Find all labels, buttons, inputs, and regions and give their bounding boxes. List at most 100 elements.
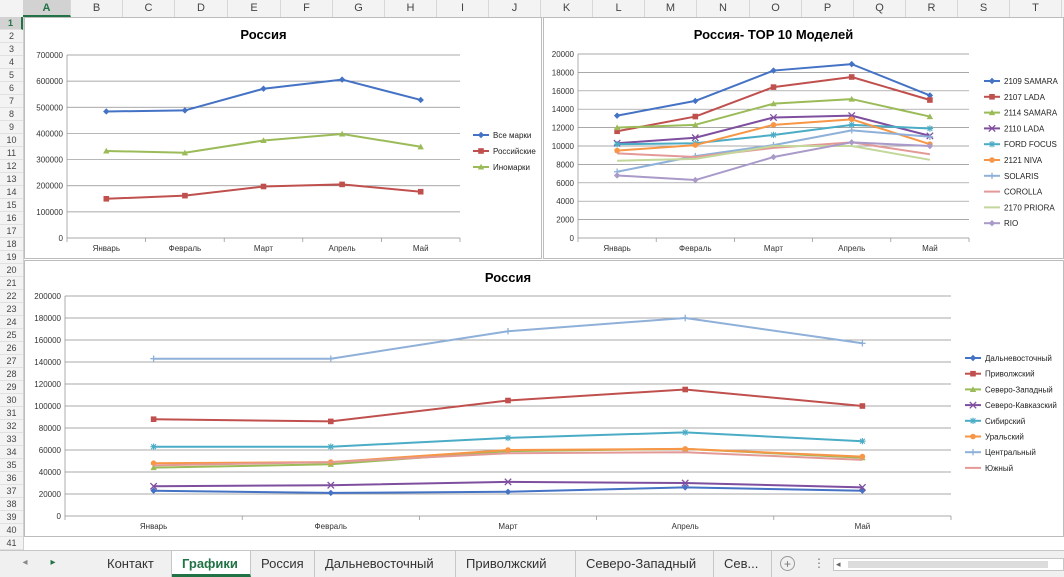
row-header-17[interactable]: 17 bbox=[0, 225, 23, 238]
row-header-26[interactable]: 26 bbox=[0, 342, 23, 355]
row-header-23[interactable]: 23 bbox=[0, 303, 23, 316]
column-header-s[interactable]: S bbox=[958, 0, 1010, 17]
column-header-h[interactable]: H bbox=[385, 0, 437, 17]
data-point bbox=[327, 481, 335, 489]
column-header-q[interactable]: Q bbox=[854, 0, 906, 17]
add-sheet-button[interactable]: + bbox=[780, 556, 795, 571]
column-header-n[interactable]: N bbox=[697, 0, 750, 17]
row-header-1[interactable]: 1 bbox=[0, 17, 23, 30]
column-header-l[interactable]: L bbox=[593, 0, 645, 17]
row-header-11[interactable]: 11 bbox=[0, 147, 23, 160]
chart-russia-regions[interactable]: Россия 0 20000 40000 60000 80000 100000 120000 1… bbox=[24, 260, 1064, 537]
row-header-5[interactable]: 5 bbox=[0, 69, 23, 82]
column-header-j[interactable]: J bbox=[489, 0, 541, 17]
row-header-37[interactable]: 37 bbox=[0, 485, 23, 498]
row-header-16[interactable]: 16 bbox=[0, 212, 23, 225]
scroll-left-icon[interactable]: ◂ bbox=[836, 559, 841, 569]
row-header-10[interactable]: 10 bbox=[0, 134, 23, 147]
worksheet-grid[interactable]: Россия 0 100000 200000 300000 400000 500000 600… bbox=[23, 17, 1064, 550]
data-point bbox=[848, 121, 855, 129]
row-header-8[interactable]: 8 bbox=[0, 108, 23, 121]
column-header-o[interactable]: O bbox=[750, 0, 802, 17]
row-header-32[interactable]: 32 bbox=[0, 420, 23, 433]
next-sheet-button[interactable]: ▸ bbox=[50, 557, 56, 568]
x-tick-label: Март bbox=[498, 522, 517, 531]
column-header-f[interactable]: F bbox=[281, 0, 333, 17]
sheet-tab-6[interactable]: Сев... bbox=[714, 551, 772, 577]
chart-russia-brands[interactable]: Россия 0 100000 200000 300000 400000 500000 600… bbox=[24, 17, 542, 259]
column-header-m[interactable]: M bbox=[645, 0, 697, 17]
row-header-30[interactable]: 30 bbox=[0, 394, 23, 407]
series-line bbox=[106, 78, 421, 113]
row-header-31[interactable]: 31 bbox=[0, 407, 23, 420]
data-point bbox=[150, 416, 157, 422]
sheet-tab-3[interactable]: Дальневосточный bbox=[315, 551, 456, 577]
row-header-20[interactable]: 20 bbox=[0, 264, 23, 277]
row-header-29[interactable]: 29 bbox=[0, 381, 23, 394]
prev-sheet-button[interactable]: ◂ bbox=[22, 557, 28, 568]
row-header-4[interactable]: 4 bbox=[0, 56, 23, 69]
row-header-3[interactable]: 3 bbox=[0, 43, 23, 56]
data-point bbox=[682, 484, 689, 491]
row-header-7[interactable]: 7 bbox=[0, 95, 23, 108]
horizontal-scrollbar[interactable]: ◂ bbox=[833, 558, 1064, 571]
column-header-c[interactable]: C bbox=[123, 0, 175, 17]
column-header-r[interactable]: R bbox=[906, 0, 958, 17]
x-tick-label: Январь bbox=[93, 244, 120, 253]
row-header-13[interactable]: 13 bbox=[0, 173, 23, 186]
column-header-p[interactable]: P bbox=[802, 0, 854, 17]
series-7 bbox=[153, 451, 863, 467]
x-tick-label: Апрель bbox=[672, 522, 699, 531]
sheet-tab-1[interactable]: Графики bbox=[172, 551, 251, 577]
series-0 bbox=[150, 484, 866, 497]
row-header-25[interactable]: 25 bbox=[0, 329, 23, 342]
row-header-19[interactable]: 19 bbox=[0, 251, 23, 264]
row-header-34[interactable]: 34 bbox=[0, 446, 23, 459]
row-header-24[interactable]: 24 bbox=[0, 316, 23, 329]
sheet-tab-2[interactable]: Россия bbox=[251, 551, 315, 577]
row-header-28[interactable]: 28 bbox=[0, 368, 23, 381]
row-header-15[interactable]: 15 bbox=[0, 199, 23, 212]
row-header-6[interactable]: 6 bbox=[0, 82, 23, 95]
row-header-33[interactable]: 33 bbox=[0, 433, 23, 446]
row-header-9[interactable]: 9 bbox=[0, 121, 23, 134]
row-header-41[interactable]: 41 bbox=[0, 537, 23, 550]
column-header-g[interactable]: G bbox=[333, 0, 385, 17]
y-tick-label: 600000 bbox=[36, 77, 63, 86]
row-header-14[interactable]: 14 bbox=[0, 186, 23, 199]
row-header-2[interactable]: 2 bbox=[0, 30, 23, 43]
row-header-12[interactable]: 12 bbox=[0, 160, 23, 173]
column-header-d[interactable]: D bbox=[175, 0, 228, 17]
row-header-18[interactable]: 18 bbox=[0, 238, 23, 251]
column-header-i[interactable]: I bbox=[437, 0, 489, 17]
row-header-35[interactable]: 35 bbox=[0, 459, 23, 472]
scrollbar-thumb[interactable] bbox=[848, 561, 1048, 568]
data-point bbox=[504, 328, 512, 335]
column-header-b[interactable]: B bbox=[71, 0, 123, 17]
row-header-36[interactable]: 36 bbox=[0, 472, 23, 485]
row-header-39[interactable]: 39 bbox=[0, 511, 23, 524]
column-header-t[interactable]: T bbox=[1010, 0, 1062, 17]
chart-title: Россия bbox=[240, 27, 286, 42]
legend-marker bbox=[988, 220, 996, 227]
column-header-a[interactable]: A bbox=[23, 0, 71, 17]
row-header-38[interactable]: 38 bbox=[0, 498, 23, 511]
series-2 bbox=[103, 130, 424, 156]
sheet-tab-0[interactable]: Контакт bbox=[97, 551, 172, 577]
sheet-tab-4[interactable]: Приволжский bbox=[456, 551, 576, 577]
column-header-k[interactable]: K bbox=[541, 0, 593, 17]
sheet-tab-5[interactable]: Северо-Западный bbox=[576, 551, 714, 577]
y-tick-label: 0 bbox=[570, 234, 575, 243]
row-header-22[interactable]: 22 bbox=[0, 290, 23, 303]
chart-russia-top10-models[interactable]: Россия- TOP 10 Моделей 0 2000 4000 6000 8000 1… bbox=[543, 17, 1064, 259]
data-point bbox=[150, 464, 157, 471]
tab-menu-icon[interactable]: ⋮ bbox=[813, 556, 825, 570]
row-header-27[interactable]: 27 bbox=[0, 355, 23, 368]
legend-label: FORD FOCUS bbox=[1004, 140, 1057, 149]
column-header-e[interactable]: E bbox=[228, 0, 281, 17]
row-header-40[interactable]: 40 bbox=[0, 524, 23, 537]
row-header-21[interactable]: 21 bbox=[0, 277, 23, 290]
series-7 bbox=[617, 141, 931, 159]
x-tick-label: Март bbox=[254, 244, 273, 253]
legend-label: Северо-Западный bbox=[985, 385, 1053, 394]
